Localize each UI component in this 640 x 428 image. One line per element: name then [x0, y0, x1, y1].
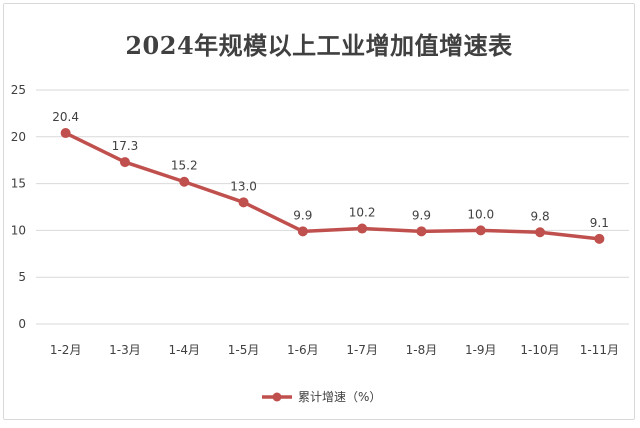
data-label-3: 15.2	[171, 159, 198, 173]
data-point-7	[416, 226, 427, 237]
line-chart: 0 5 10 15 20 25 1-2月 1-3月 1-4月 1-5月 1-6月 1-7月 1-8月 1-…	[11, 83, 629, 404]
x-tick-label-1: 1-2月	[50, 343, 82, 357]
x-tick-label-8: 1-9月	[465, 343, 497, 357]
series-line-1	[63, 131, 602, 241]
x-tick-label-9: 1-10月	[520, 343, 559, 357]
x-tick-label-6: 1-7月	[346, 343, 378, 357]
data-label-2: 17.3	[112, 139, 139, 153]
data-label-1: 20.4	[52, 110, 79, 124]
data-point-1	[60, 128, 71, 139]
data-label-9: 9.8	[531, 209, 550, 223]
data-point-8	[475, 225, 486, 236]
data-label-7: 9.9	[412, 208, 431, 222]
data-point-10	[594, 233, 605, 244]
x-tick-label-2: 1-3月	[109, 343, 141, 357]
y-tick-label-20: 20	[11, 130, 26, 144]
data-label-5: 9.9	[293, 208, 312, 222]
x-tick-label-7: 1-8月	[406, 343, 438, 357]
x-tick-label-3: 1-4月	[168, 343, 200, 357]
legend-marker	[272, 392, 282, 402]
data-label-8: 10.0	[467, 207, 494, 221]
legend-label: 累计增速（%）	[298, 390, 381, 404]
data-point-6	[357, 223, 368, 234]
chart-frame: 2024年规模以上工业增加值增速表 0 5 10 15 20 25 1-2月 1-3月 1-4月…	[3, 3, 635, 420]
y-tick-label-0: 0	[18, 317, 26, 331]
data-point-9	[535, 227, 546, 238]
data-point-2	[119, 157, 130, 168]
data-point-4	[238, 197, 249, 208]
x-tick-label-5: 1-6月	[287, 343, 319, 357]
y-tick-label-15: 15	[11, 177, 26, 191]
x-tick-label-4: 1-5月	[228, 343, 260, 357]
data-point-5	[297, 226, 308, 237]
y-tick-label-5: 5	[18, 270, 26, 284]
y-tick-label-25: 25	[11, 83, 26, 97]
data-label-10: 9.1	[590, 216, 609, 230]
y-tick-label-10: 10	[11, 223, 26, 237]
data-label-4: 13.0	[230, 179, 257, 193]
data-point-3	[179, 176, 190, 187]
chart-title: 2024年规模以上工业增加值增速表	[125, 31, 513, 60]
x-tick-label-10: 1-11月	[580, 343, 619, 357]
data-label-6: 10.2	[349, 206, 376, 220]
